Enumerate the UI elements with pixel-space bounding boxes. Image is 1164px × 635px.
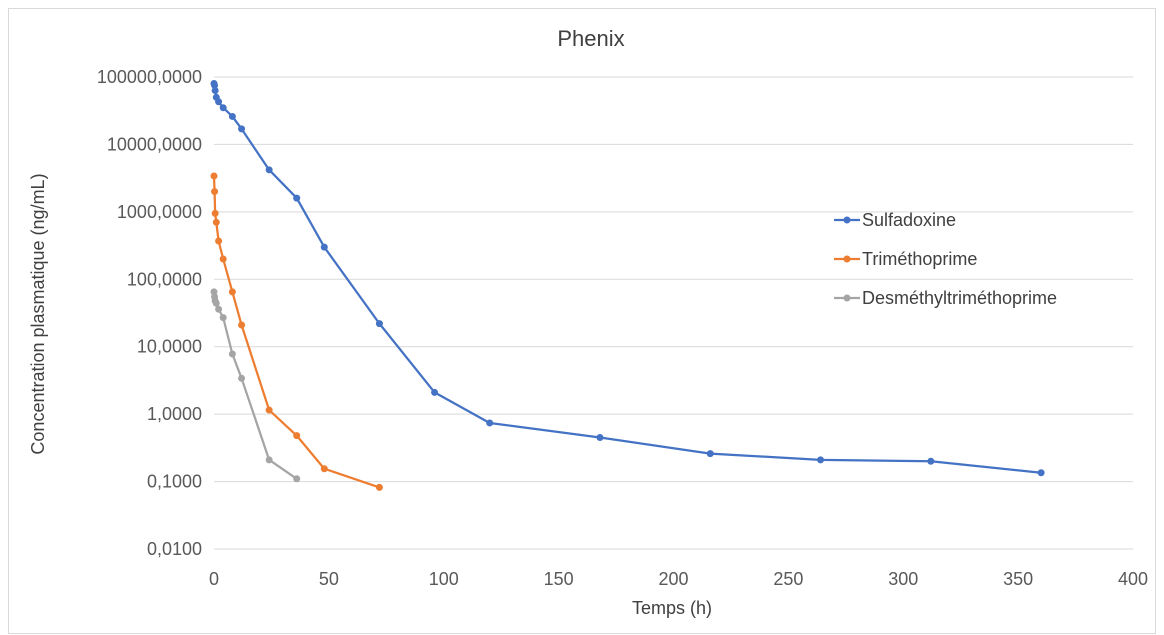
legend-item: Desméthyltriméthoprime	[834, 288, 1057, 308]
data-point	[927, 457, 935, 465]
y-tick-label: 1000,0000	[117, 202, 202, 222]
data-point	[211, 209, 219, 217]
series-desméthyltriméthoprime	[210, 288, 301, 483]
legend-item: Sulfadoxine	[834, 210, 956, 230]
y-tick-label: 0,1000	[147, 472, 202, 492]
series-line	[212, 175, 380, 489]
data-point	[375, 320, 383, 328]
axes: 0,0100 0,1000 1,0000 10,0000 100,0000 1000,00…	[97, 67, 1148, 589]
x-tick-label: 350	[1003, 569, 1033, 589]
x-tick-label: 100	[429, 569, 459, 589]
legend-marker	[843, 255, 851, 263]
series-line	[212, 291, 298, 480]
x-tick-label: 200	[658, 569, 688, 589]
data-point	[320, 465, 328, 473]
data-point	[320, 243, 328, 251]
data-point	[228, 288, 236, 296]
x-tick-label: 50	[319, 569, 339, 589]
y-tick-label: 10,0000	[137, 337, 202, 357]
data-point	[238, 125, 246, 133]
series-triméthoprime	[210, 172, 383, 491]
legend-marker	[843, 294, 851, 302]
legend-label: Desméthyltriméthoprime	[862, 288, 1057, 308]
data-point	[431, 388, 439, 396]
data-point	[215, 98, 223, 106]
y-tick-label: 0,0100	[147, 539, 202, 559]
legend-marker	[843, 216, 851, 224]
data-point	[486, 419, 494, 427]
legend: Sulfadoxine Triméthoprime Desméthyltriméth…	[834, 210, 1057, 308]
chart-title: Phenix	[557, 26, 624, 51]
data-point	[706, 450, 714, 458]
y-tick-label: 100,0000	[127, 269, 202, 289]
x-tick-label: 300	[888, 569, 918, 589]
data-point	[265, 406, 273, 414]
data-point	[238, 321, 246, 329]
data-point	[219, 104, 227, 112]
data-point	[596, 434, 604, 442]
data-point	[215, 237, 223, 245]
x-tick-label: 400	[1118, 569, 1148, 589]
gridlines	[214, 76, 1133, 550]
series-layer	[210, 80, 1045, 491]
data-point	[228, 112, 236, 120]
y-tick-label: 10000,0000	[107, 134, 202, 154]
legend-label: Triméthoprime	[862, 249, 977, 269]
chart-frame	[8, 8, 1156, 634]
x-axis-title: Temps (h)	[632, 598, 712, 618]
x-tick-label: 250	[773, 569, 803, 589]
data-point	[228, 350, 236, 358]
data-point	[238, 374, 246, 382]
data-point	[1037, 469, 1045, 477]
data-point	[211, 87, 219, 95]
data-point	[219, 255, 227, 263]
data-point	[211, 188, 219, 196]
legend-label: Sulfadoxine	[862, 210, 956, 230]
data-point	[293, 194, 301, 202]
data-point	[293, 475, 301, 483]
data-point	[212, 299, 220, 307]
y-axis-title: Concentration plasmatique (ng/mL)	[28, 173, 48, 454]
data-point	[219, 314, 227, 322]
y-tick-label: 1,0000	[147, 404, 202, 424]
data-point	[212, 218, 220, 226]
data-point	[375, 483, 383, 491]
data-point	[210, 172, 218, 180]
legend-item: Triméthoprime	[834, 249, 977, 269]
data-point	[293, 432, 301, 440]
data-point	[211, 81, 219, 89]
x-tick-label: 150	[544, 569, 574, 589]
x-tick-label: 0	[209, 569, 219, 589]
data-point	[817, 456, 825, 464]
data-point	[265, 166, 273, 174]
data-point	[265, 456, 273, 464]
data-point	[215, 305, 223, 313]
y-tick-label: 100000,0000	[97, 67, 202, 87]
series-sulfadoxine	[210, 80, 1045, 477]
